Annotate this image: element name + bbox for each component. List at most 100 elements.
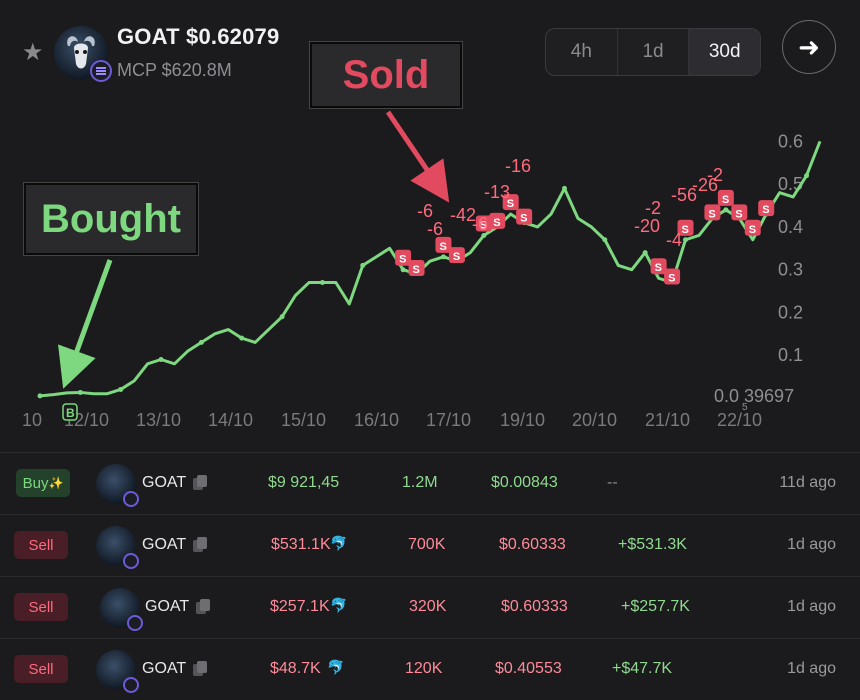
sell-marker-label: S: [520, 213, 527, 225]
price-point: [279, 314, 285, 320]
buy-marker-label: B: [66, 406, 75, 420]
sell-marker: [650, 258, 667, 275]
sell-amount-label: -2: [645, 198, 661, 218]
sell-amount-label: -56: [671, 185, 697, 205]
copy-icon[interactable]: [193, 475, 207, 491]
token-avatar: [54, 26, 112, 82]
y-tick-label: 0.3: [778, 260, 803, 280]
sell-badge: Sell: [14, 655, 68, 683]
token-symbol: GOAT: [145, 598, 190, 615]
x-tick-label: 17/10: [426, 410, 471, 430]
trade-row[interactable]: Buy ✨ GOAT $9 921,45 1.2M $0.00843 -- 11d…: [0, 452, 860, 514]
x-tick-label: 22/10: [717, 410, 762, 430]
x-tick-label: 16/10: [354, 410, 399, 430]
sell-marker-label: S: [413, 264, 420, 276]
token-avatar: [96, 464, 139, 507]
sell-marker: [408, 259, 425, 276]
copy-icon[interactable]: [193, 661, 207, 677]
whale-icon: 🐬: [330, 597, 348, 613]
sell-marker: [502, 194, 519, 211]
trade-pnl: --: [607, 474, 618, 491]
trade-time: 1d ago: [787, 660, 836, 677]
sell-marker: [744, 219, 761, 236]
timeframe-30d[interactable]: 30d: [689, 29, 760, 75]
sell-marker-label: S: [668, 273, 675, 285]
sell-marker: [448, 247, 465, 264]
trade-time: 1d ago: [787, 536, 836, 553]
solana-badge-icon: [123, 491, 139, 507]
token-symbol: GOAT: [142, 660, 187, 677]
sell-marker: [395, 249, 412, 266]
price-point: [683, 237, 689, 243]
trade-row[interactable]: Sell GOAT $257.1K 🐬 320K $0.60333 +$257.…: [0, 576, 860, 638]
price-point: [118, 386, 124, 392]
sell-marker-label: S: [708, 208, 715, 220]
y-tick-label: 0.2: [778, 302, 803, 322]
price-chart: 0.6 0.5 0.4 0.3 0.2 0.1 10 12/10 13/10 14/10 15/10…: [0, 100, 860, 440]
buy-badge: Buy ✨: [16, 469, 70, 497]
timeframe-1d[interactable]: 1d: [618, 29, 690, 75]
token-header: ★ GOAT $0.62079 MCP $620.8M 4h 1d 30d ➜: [0, 0, 860, 100]
trade-amount: 120K: [405, 660, 443, 677]
sell-marker-label: S: [399, 254, 406, 266]
sell-marker-label: S: [493, 217, 500, 229]
token-avatar: [96, 526, 139, 569]
sell-marker-label: S: [735, 208, 742, 220]
star-icon[interactable]: ★: [22, 39, 44, 66]
copy-icon[interactable]: [196, 599, 210, 615]
price-point: [440, 254, 446, 260]
price-point: [77, 389, 83, 395]
x-tick-label: 20/10: [572, 410, 617, 430]
market-cap: MCP $620.8M: [117, 60, 232, 80]
x-tick-label: 10: [22, 410, 42, 430]
trade-row[interactable]: Sell GOAT $531.1K 🐬 700K $0.60333 +$531.…: [0, 514, 860, 576]
timeframe-4h[interactable]: 4h: [546, 29, 618, 75]
trade-usd: $48.7K: [270, 660, 321, 677]
trade-usd: $531.1K: [271, 536, 331, 553]
sell-amount-label: -16: [505, 156, 531, 176]
sell-amount-label: -13: [484, 182, 510, 202]
sell-marker: [731, 204, 748, 221]
sell-marker: [717, 189, 734, 206]
solana-badge-icon: [127, 615, 143, 631]
sell-marker: [664, 268, 681, 285]
price-point: [319, 280, 325, 286]
next-button[interactable]: ➜: [782, 20, 836, 74]
sell-marker-label: S: [682, 224, 689, 236]
price-chart-svg: 0.60.50.40.30.20.110 12/10 13/10 14/10 15/10…: [22, 131, 822, 430]
sell-marker: [475, 215, 492, 232]
solana-badge-icon: [123, 553, 139, 569]
whale-icon: 🐬: [327, 659, 345, 675]
price-point: [561, 185, 567, 191]
price-point: [723, 207, 729, 213]
sell-amount-label: -6: [417, 201, 433, 221]
whale-icon: 🐬: [330, 535, 348, 551]
x-tick-label: 14/10: [208, 410, 253, 430]
trade-row[interactable]: Sell GOAT $48.7K 🐬 120K $0.40553 +$47.7K…: [0, 638, 860, 700]
sell-amount-label: -26: [692, 175, 718, 195]
token-avatar: [100, 588, 143, 631]
price-point: [642, 250, 648, 256]
price-point: [360, 262, 366, 268]
trade-pnl: +$531.3K: [618, 536, 687, 553]
price-point: [239, 335, 245, 341]
y-tick-label: 0.6: [778, 131, 803, 151]
copy-icon[interactable]: [193, 537, 207, 553]
price-point: [602, 237, 608, 243]
token-title: GOAT $0.62079: [117, 24, 280, 49]
trade-price: $0.60333: [501, 598, 568, 615]
sell-marker-label: S: [655, 262, 662, 274]
x-tick-label: 21/10: [645, 410, 690, 430]
sell-marker: [758, 200, 775, 217]
sell-marker-label: S: [453, 251, 460, 263]
price-point: [481, 232, 487, 238]
price-point: [158, 357, 164, 363]
current-price-subscript: 5: [742, 402, 748, 413]
trade-usd: $9 921,45: [268, 474, 340, 491]
price-point: [400, 267, 406, 273]
sell-badge: Sell: [14, 593, 68, 621]
sell-marker: [704, 204, 721, 221]
sell-amount-label: -6: [472, 214, 488, 234]
x-tick-label: 15/10: [281, 410, 326, 430]
sell-badge: Sell: [14, 531, 68, 559]
